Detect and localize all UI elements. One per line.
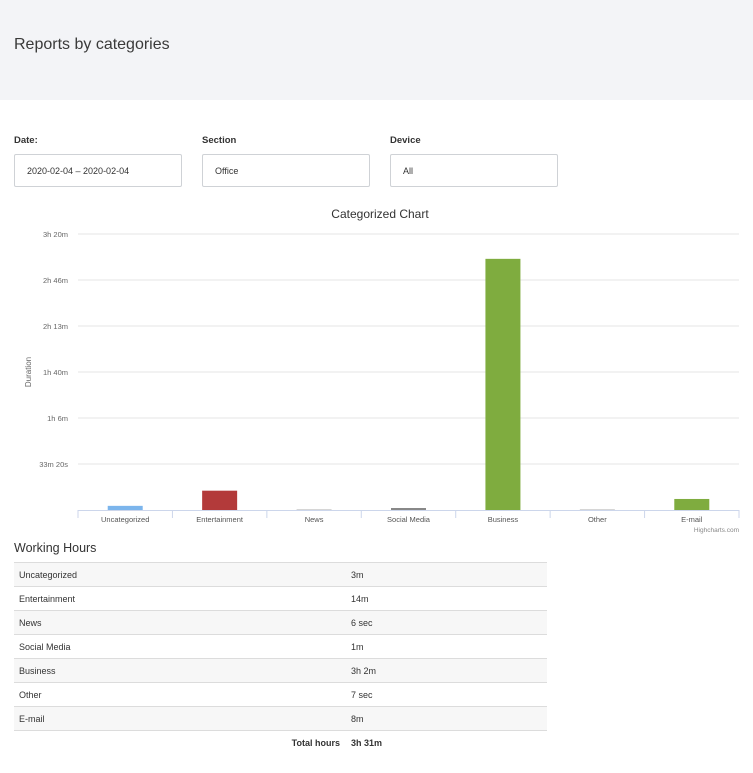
bar-social-media[interactable] [391,508,426,510]
x-tick-label: Business [488,515,519,524]
page-header: Reports by categories [0,0,753,100]
total-label: Total hours [14,730,346,755]
x-tick-label: Entertainment [196,515,244,524]
category-cell: Social Media [14,634,346,659]
x-tick-label: Other [588,515,607,524]
categorized-chart: Categorized Chart Duration 33m 20s 1h 6m 1… [0,200,753,540]
table-row: Uncategorized 3m [14,562,547,587]
table-row: Entertainment 14m [14,586,547,611]
y-tick-label: 1h 6m [47,414,68,423]
y-tick-label: 3h 20m [43,230,68,239]
date-range-input[interactable]: 2020-02-04 – 2020-02-04 [14,154,182,187]
category-cell: Business [14,658,346,683]
table-row: News 6 sec [14,610,547,635]
section-filter: Section Office [202,135,370,187]
device-select[interactable]: All [390,154,558,187]
x-tick-label: E-mail [681,515,703,524]
category-cell: Other [14,682,346,707]
section-filter-label: Section [202,135,237,146]
table-row: E-mail 8m [14,706,547,731]
y-axis-label: Duration [24,357,33,387]
bar-news[interactable] [296,509,332,510]
total-value: 3h 31m [346,730,547,755]
bar-other[interactable] [579,509,615,510]
working-hours-title: Working Hours [14,541,97,555]
category-cell: Entertainment [14,586,346,611]
duration-cell: 8m [346,706,547,731]
working-hours-table: Uncategorized 3m Entertainment 14m News 6 sec… [14,562,547,755]
x-tick-label: Uncategorized [101,515,149,524]
date-filter: Date: 2020-02-04 – 2020-02-04 [14,135,182,187]
bar-e-mail[interactable] [674,498,710,510]
duration-cell: 3h 2m [346,658,547,683]
table-row: Social Media 1m [14,634,547,659]
y-tick-label: 1h 40m [43,368,68,377]
category-cell: E-mail [14,706,346,731]
duration-cell: 1m [346,634,547,659]
chart-svg: Categorized Chart Duration 33m 20s 1h 6m 1… [24,207,740,534]
bar-uncategorized[interactable] [107,505,143,510]
device-filter: Device All [390,135,558,187]
duration-cell: 14m [346,586,547,611]
page-title: Reports by categories [14,36,170,53]
table-row: Business 3h 2m [14,658,547,683]
device-filter-label: Device [390,135,421,146]
x-tick-label: Social Media [387,515,431,524]
bar-business[interactable] [485,258,521,510]
total-row: Total hours 3h 31m [14,730,547,755]
y-tick-label: 2h 46m [43,276,68,285]
table-row: Other 7 sec [14,682,547,707]
category-cell: News [14,610,346,635]
chart-title: Categorized Chart [331,207,429,221]
bar-entertainment[interactable] [202,490,238,510]
section-select[interactable]: Office [202,154,370,187]
y-tick-label: 33m 20s [39,460,68,469]
x-tick-label: News [305,515,324,524]
duration-cell: 3m [346,562,547,587]
duration-cell: 7 sec [346,682,547,707]
duration-cell: 6 sec [346,610,547,635]
date-filter-label: Date: [14,135,38,146]
category-cell: Uncategorized [14,562,346,587]
chart-credit[interactable]: Highcharts.com [694,527,739,534]
y-tick-label: 2h 13m [43,322,68,331]
